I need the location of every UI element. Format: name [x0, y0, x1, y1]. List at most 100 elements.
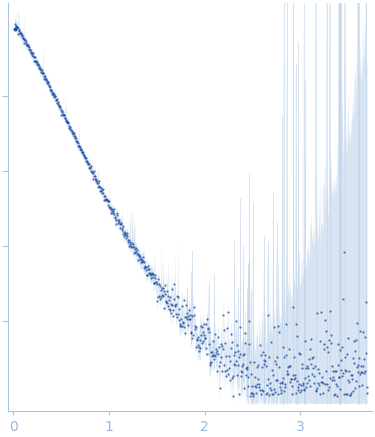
Point	[308, 361, 314, 368]
Point	[52, 93, 58, 100]
Point	[300, 382, 306, 388]
Point	[243, 371, 249, 378]
Point	[157, 296, 163, 303]
Point	[246, 373, 252, 380]
Point	[266, 392, 272, 399]
Point	[237, 350, 243, 357]
Point	[287, 378, 293, 385]
Point	[126, 236, 132, 243]
Point	[75, 139, 81, 146]
Point	[146, 270, 152, 277]
Point	[155, 275, 161, 282]
Point	[165, 292, 171, 299]
Point	[116, 216, 122, 223]
Point	[262, 357, 268, 364]
Point	[341, 390, 347, 397]
Point	[35, 61, 41, 68]
Point	[219, 368, 225, 375]
Point	[363, 350, 369, 357]
Point	[338, 367, 344, 374]
Point	[94, 179, 100, 186]
Point	[50, 91, 56, 98]
Point	[308, 346, 314, 353]
Point	[251, 392, 257, 399]
Point	[24, 41, 30, 48]
Point	[325, 348, 331, 355]
Point	[203, 320, 209, 327]
Point	[211, 353, 217, 360]
Point	[176, 305, 182, 312]
Point	[99, 190, 105, 197]
Point	[228, 330, 234, 337]
Point	[47, 83, 53, 90]
Point	[200, 337, 206, 344]
Point	[118, 220, 124, 227]
Point	[108, 209, 114, 216]
Point	[170, 286, 176, 293]
Point	[105, 201, 111, 208]
Point	[45, 80, 51, 87]
Point	[304, 379, 310, 386]
Point	[228, 344, 234, 351]
Point	[22, 38, 28, 45]
Point	[321, 340, 327, 347]
Point	[248, 389, 254, 396]
Point	[187, 312, 193, 319]
Point	[331, 377, 337, 384]
Point	[122, 233, 128, 240]
Point	[93, 175, 99, 182]
Point	[72, 135, 78, 142]
Point	[26, 44, 32, 51]
Point	[316, 337, 322, 344]
Point	[302, 386, 307, 393]
Point	[44, 77, 50, 84]
Point	[270, 391, 276, 398]
Point	[275, 391, 281, 398]
Point	[95, 184, 101, 191]
Point	[198, 332, 204, 339]
Point	[93, 177, 99, 184]
Point	[297, 388, 303, 395]
Point	[135, 253, 141, 260]
Point	[90, 170, 96, 177]
Point	[108, 206, 114, 213]
Point	[140, 257, 146, 264]
Point	[204, 316, 210, 323]
Point	[141, 258, 147, 265]
Point	[357, 371, 363, 378]
Point	[63, 114, 69, 121]
Point	[360, 329, 366, 336]
Point	[309, 354, 315, 361]
Point	[349, 376, 355, 383]
Point	[302, 375, 308, 382]
Point	[53, 97, 59, 104]
Point	[223, 373, 229, 380]
Point	[59, 108, 65, 115]
Point	[43, 77, 49, 84]
Point	[240, 361, 246, 368]
Point	[107, 203, 113, 210]
Point	[62, 112, 68, 119]
Point	[318, 378, 324, 385]
Point	[264, 382, 270, 389]
Point	[348, 371, 354, 378]
Point	[202, 344, 208, 351]
Point	[16, 29, 22, 36]
Point	[302, 337, 308, 344]
Point	[282, 381, 288, 388]
Point	[96, 177, 102, 184]
Point	[28, 49, 34, 55]
Point	[143, 266, 149, 273]
Point	[327, 307, 333, 314]
Point	[230, 392, 236, 399]
Point	[303, 364, 309, 371]
Point	[300, 380, 306, 387]
Point	[244, 366, 250, 373]
Point	[150, 274, 156, 281]
Point	[334, 383, 340, 390]
Point	[271, 323, 277, 330]
Point	[343, 391, 349, 398]
Point	[207, 360, 213, 367]
Point	[132, 245, 138, 252]
Point	[307, 382, 313, 389]
